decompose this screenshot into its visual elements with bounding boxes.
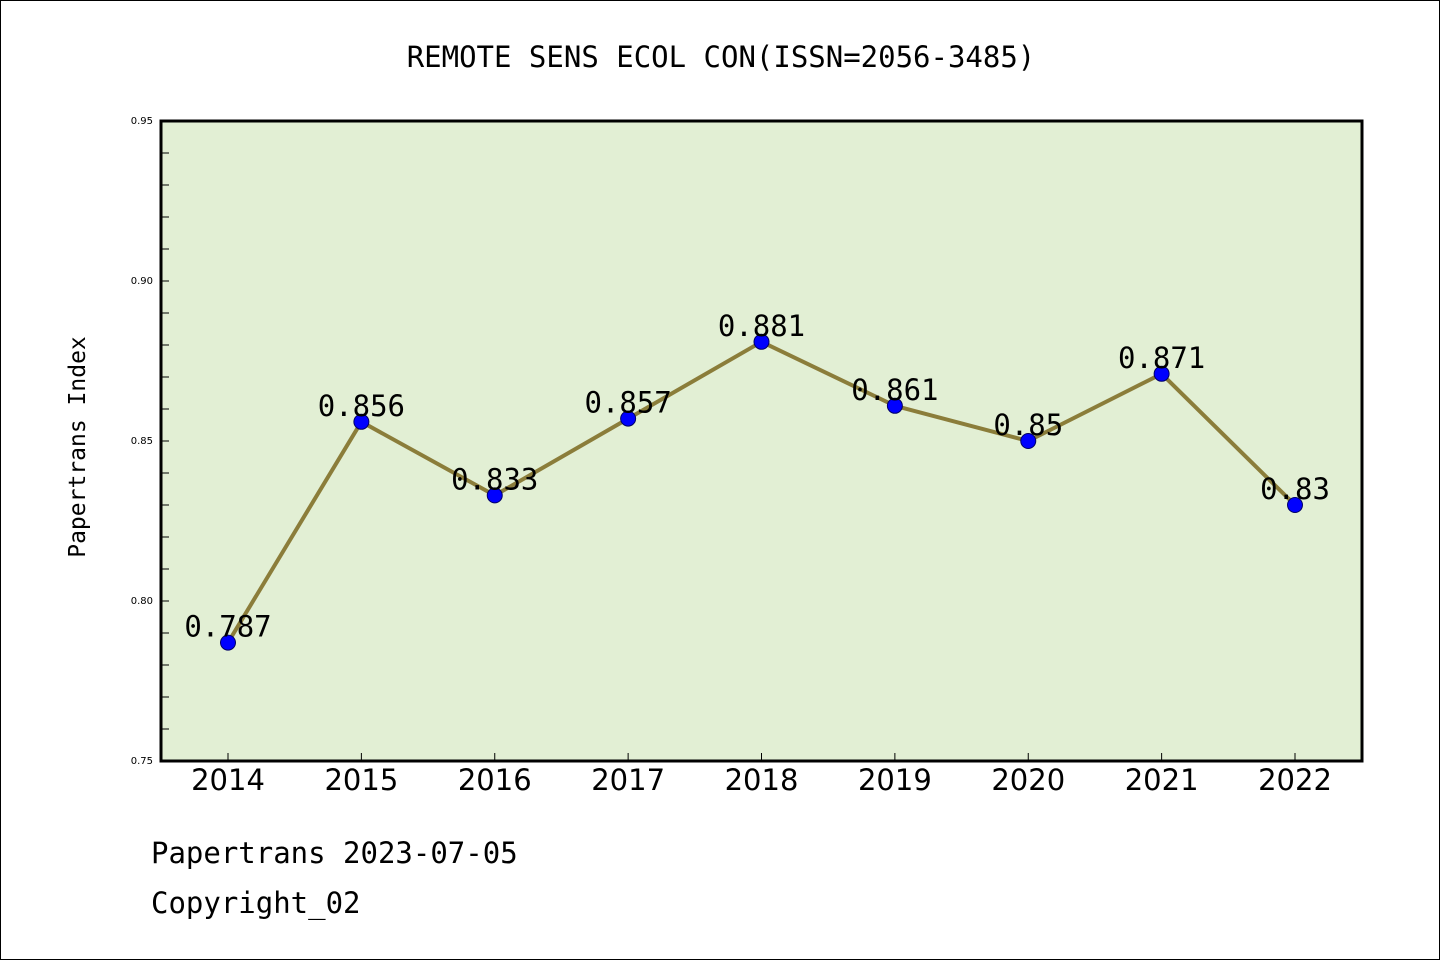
data-point bbox=[753, 333, 770, 350]
data-label: 0.871 bbox=[1118, 341, 1205, 375]
data-point bbox=[1287, 497, 1303, 513]
data-label: 0.833 bbox=[451, 462, 538, 496]
data-label: 0.787 bbox=[184, 610, 271, 644]
footer-date: Papertrans 2023-07-05 bbox=[151, 836, 518, 870]
data-point bbox=[353, 413, 370, 430]
y-axis-label: Papertrans Index bbox=[65, 336, 91, 558]
data-label: 0.83 bbox=[1260, 472, 1330, 506]
chart-title: REMOTE SENS ECOL CON(ISSN=2056-3485) bbox=[407, 40, 1036, 74]
x-tick-label: 2021 bbox=[1125, 763, 1199, 797]
data-point bbox=[1153, 365, 1170, 382]
x-tick-label: 2018 bbox=[725, 763, 799, 797]
y-tick-label: 0.75 bbox=[131, 756, 153, 767]
data-labels: 0.787 0.856 0.833 0.857 0.881 0.861 0.85 0.871 0… bbox=[184, 309, 1330, 644]
y-tick-label: 0.90 bbox=[131, 276, 153, 287]
x-tick-label: 2019 bbox=[858, 763, 932, 797]
data-point bbox=[486, 487, 503, 504]
data-point bbox=[220, 634, 236, 651]
y-axis: 0.75 0.80 0.85 0.90 0.95 bbox=[131, 116, 169, 767]
x-tick-label: 2016 bbox=[458, 763, 532, 797]
data-label: 0.861 bbox=[851, 373, 938, 407]
data-point bbox=[886, 397, 903, 414]
x-tick-label: 2020 bbox=[991, 763, 1065, 797]
plot-area bbox=[159, 119, 1364, 763]
y-tick-label: 0.80 bbox=[131, 596, 153, 607]
data-label: 0.856 bbox=[318, 389, 405, 423]
x-tick-label: 2017 bbox=[591, 763, 665, 797]
data-point bbox=[1020, 433, 1037, 449]
y-tick-label: 0.95 bbox=[131, 116, 153, 127]
data-label: 0.881 bbox=[718, 309, 805, 343]
x-tick-label: 2015 bbox=[324, 763, 398, 797]
x-tick-label: 2014 bbox=[191, 763, 265, 797]
footer-copyright: Copyright_02 bbox=[151, 886, 361, 920]
x-axis: 2014 2015 2016 2017 2018 2019 2020 2021 2022 bbox=[191, 753, 1332, 797]
data-points bbox=[220, 333, 1303, 651]
data-point bbox=[620, 410, 637, 427]
data-label: 0.857 bbox=[584, 386, 671, 420]
x-tick-label: 2022 bbox=[1258, 763, 1332, 797]
y-tick-label: 0.85 bbox=[131, 436, 153, 447]
data-label: 0.85 bbox=[993, 408, 1063, 442]
